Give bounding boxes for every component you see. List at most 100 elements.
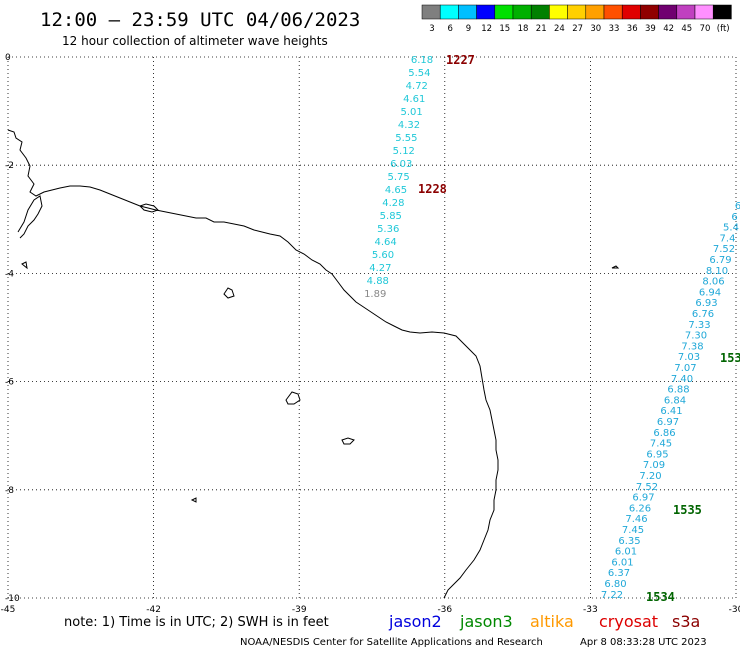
swh-value: 6.01 (615, 547, 637, 558)
y-tick-label: -10 (5, 594, 20, 604)
satellite-s3a-label: s3a (672, 612, 700, 631)
x-tick-label: -36 (437, 605, 452, 615)
coastline-mainland (7, 129, 499, 599)
pass-time-label: 1227 (446, 53, 475, 67)
pass-time-label: 1535 (673, 503, 702, 517)
swh-value: 7.45 (622, 525, 644, 536)
colorbar-swatch (458, 4, 477, 20)
swh-value: 5.55 (395, 133, 417, 144)
swh-value: 5.60 (372, 250, 394, 261)
coastline-island-5 (21, 261, 28, 270)
colorbar-label: 15 (499, 24, 510, 34)
coastline-island-7 (190, 497, 197, 503)
footer-credit: NOAA/NESDIS Center for Satellite Applica… (240, 637, 543, 648)
colorbar-label: 21 (536, 24, 547, 34)
colorbar-swatch (640, 4, 659, 20)
swh-value: 7.52 (713, 244, 735, 255)
coastline-island-2 (223, 287, 235, 299)
swh-value: 6.37 (608, 568, 630, 579)
swh-value: 4.72 (406, 81, 428, 92)
colorbar-swatch (530, 4, 550, 20)
swh-value: 4.32 (398, 120, 420, 131)
colorbar-label: 27 (572, 24, 583, 34)
colorbar-swatch (585, 4, 605, 20)
swh-value: 4.88 (367, 276, 389, 287)
swh-value: 7.22 (601, 590, 623, 601)
swh-value: 6.35 (618, 536, 640, 547)
colorbar-swatch (658, 4, 678, 20)
page-subtitle: 12 hour collection of altimeter wave hei… (62, 34, 328, 48)
colorbar-label: 6 (447, 24, 452, 34)
swh-value: 7.30 (685, 331, 707, 342)
satellite-jason2-label: jason2 (388, 612, 442, 631)
colorbar-label: 18 (518, 24, 529, 34)
coastline-island-3 (285, 391, 301, 405)
colorbar-swatch (421, 4, 441, 20)
swh-value: 4.64 (374, 237, 396, 248)
y-tick-label: -6 (5, 378, 14, 388)
y-tick-label: 0 (5, 53, 11, 63)
swh-value: 5.54 (408, 68, 430, 79)
swh-value: 4.27 (369, 263, 391, 274)
colorbar-swatch (676, 4, 696, 20)
colorbar-swatch (694, 4, 714, 20)
x-tick-label: -39 (292, 605, 307, 615)
pass-time-label: 153 (720, 351, 740, 365)
colorbar-swatch (712, 4, 732, 20)
colorbar-swatch (512, 4, 532, 20)
colorbar-label: 30 (590, 24, 601, 34)
colorbar-swatch (494, 4, 514, 20)
colorbar-label: (ft) (717, 24, 730, 34)
colorbar-swatch (603, 4, 623, 20)
colorbar-label: 36 (627, 24, 638, 34)
swh-value: 7.52 (636, 482, 658, 493)
colorbar-legend: 3 6 9 12 15 18 21 24 27 30 33 36 39 42 45 70 (ft) (421, 4, 732, 34)
swh-value: 1.89 (364, 289, 386, 300)
swh-value: 5.12 (393, 146, 415, 157)
colorbar-label: 45 (681, 24, 692, 34)
swh-value: 4.28 (382, 198, 404, 209)
pass-time-label: 1534 (646, 590, 675, 604)
swh-value: 6.97 (657, 417, 679, 428)
coastline-island-1 (139, 203, 159, 213)
x-tick-label: -30 (729, 605, 740, 615)
colorbar-label: 3 (429, 24, 434, 34)
coastline-bay (17, 195, 43, 239)
swh-value: 8.06 (702, 277, 724, 288)
swh-value: 6.01 (611, 557, 633, 568)
swh-value: 6.80 (604, 579, 626, 590)
swh-value: 6.76 (692, 309, 714, 320)
swh-value: 7.46 (625, 514, 647, 525)
y-tick-label: -2 (5, 161, 14, 171)
swh-value: 5.01 (400, 107, 422, 118)
colorbar-swatch (439, 4, 459, 20)
swh-value: 7.45 (650, 439, 672, 450)
coastline-island-4 (341, 437, 355, 445)
colorbar-label: 70 (700, 24, 711, 34)
swh-value: 6.97 (632, 493, 654, 504)
swh-value: 7.20 (639, 471, 661, 482)
x-tick-label: -45 (1, 605, 16, 615)
satellite-altika-label: altika (530, 612, 574, 631)
swh-value: 7.03 (678, 352, 700, 363)
colorbar-label: 39 (645, 24, 656, 34)
colorbar-swatch (549, 4, 568, 20)
swh-value: 6.95 (646, 449, 668, 460)
swh-value: 7.33 (688, 320, 710, 331)
page-title: 12:00 – 23:59 UTC 04/06/2023 (40, 9, 360, 31)
swh-value: 5.85 (380, 211, 402, 222)
swh-value: 5.36 (377, 224, 399, 235)
colorbar-label: 9 (466, 24, 471, 34)
colorbar-swatch (567, 4, 587, 20)
altimeter-tracks: 6.18 5.54 4.72 4.61 5.01 4.32 5.55 5.12 6.03 5.75… (364, 53, 740, 604)
swh-value: 6.88 (667, 385, 689, 396)
colorbar-label: 42 (663, 24, 674, 34)
x-tick-label: -33 (583, 605, 598, 615)
swh-value: 6.84 (664, 395, 686, 406)
swh-value: 6.94 (699, 287, 721, 298)
x-tick-label: -42 (146, 605, 161, 615)
swh-value: 7.4 (720, 233, 736, 244)
colorbar-swatch (621, 4, 641, 20)
swh-value: 6.86 (653, 428, 675, 439)
coastline-island-6 (611, 265, 620, 269)
